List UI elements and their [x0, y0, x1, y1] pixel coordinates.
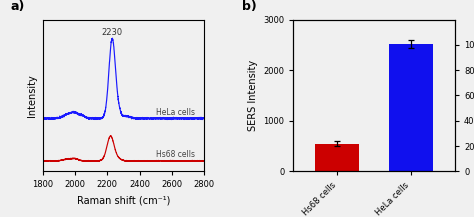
Bar	[389, 44, 433, 171]
Text: HeLa cells: HeLa cells	[156, 108, 195, 117]
Text: 2230: 2230	[101, 28, 123, 37]
Y-axis label: SERS Intensity: SERS Intensity	[247, 60, 257, 131]
X-axis label: Raman shift (cm⁻¹): Raman shift (cm⁻¹)	[77, 195, 170, 205]
Y-axis label: Intensity: Intensity	[27, 74, 37, 117]
Bar	[315, 144, 359, 171]
Text: Hs68 cells: Hs68 cells	[156, 150, 195, 159]
Text: b): b)	[242, 0, 256, 13]
Text: a): a)	[10, 0, 25, 13]
